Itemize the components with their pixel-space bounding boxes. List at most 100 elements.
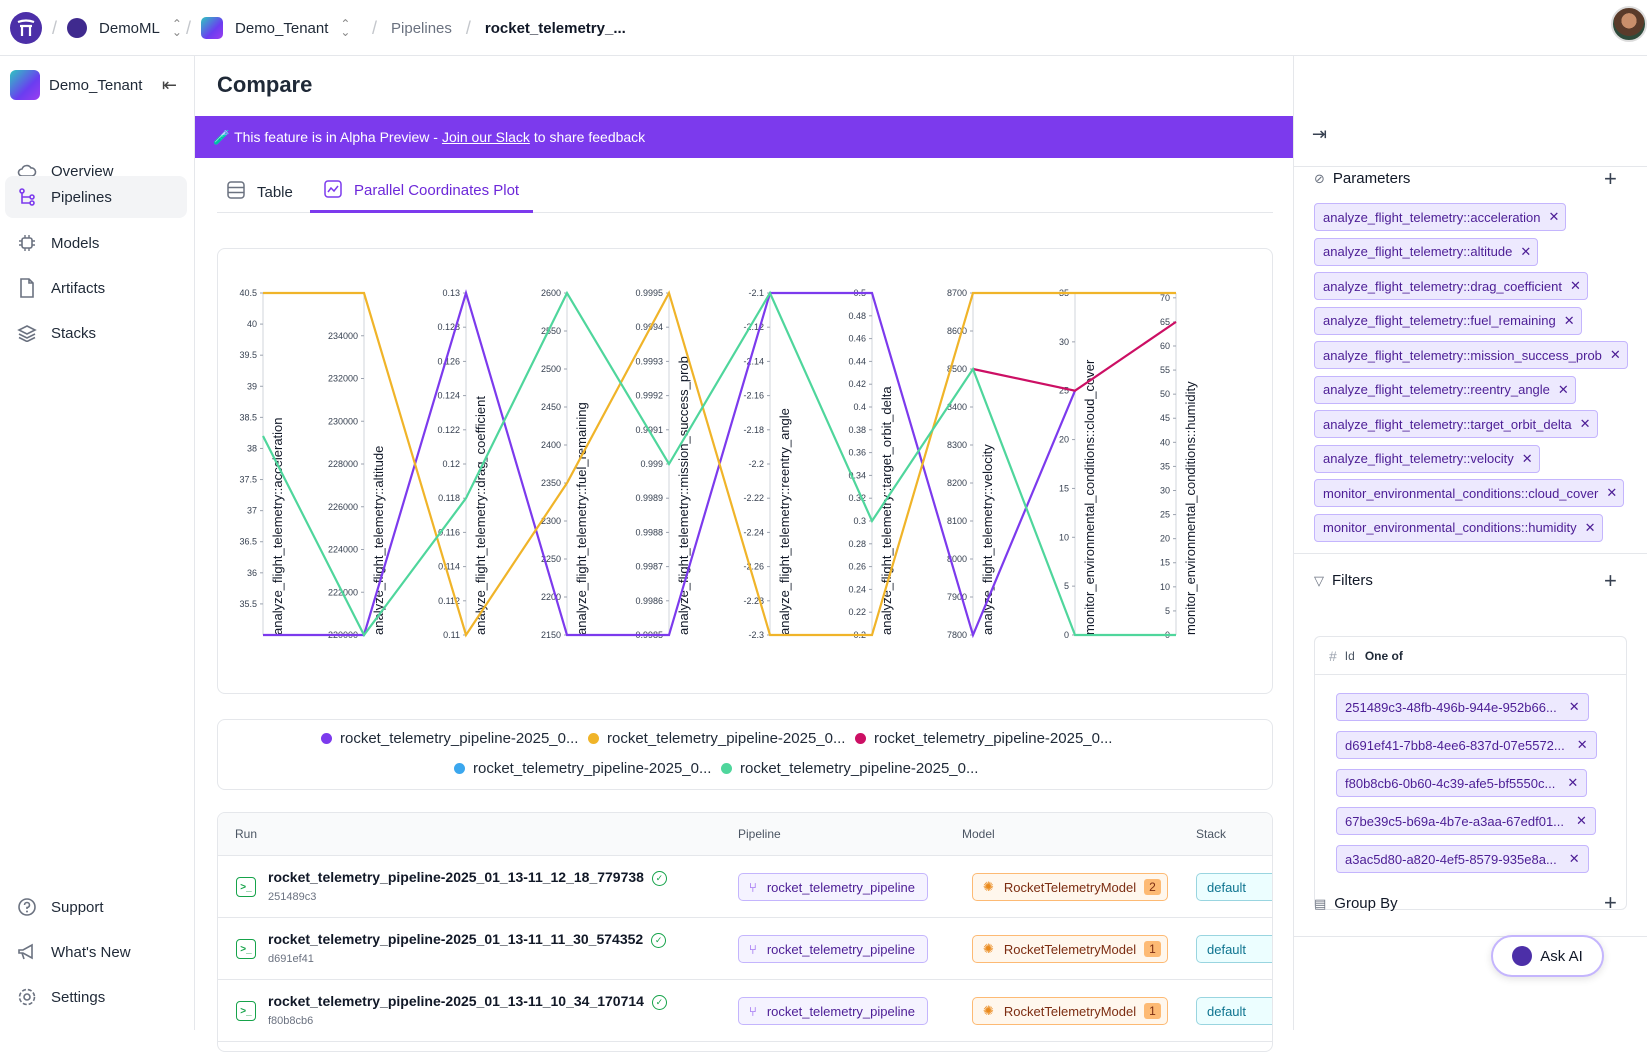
filter-value-chip[interactable]: a3ac5d80-a820-4ef5-8579-935e8a... ✕	[1336, 845, 1589, 873]
pipeline-badge[interactable]: ⑂ rocket_telemetry_pipeline	[738, 873, 928, 901]
parameter-chip[interactable]: analyze_flight_telemetry::drag_coefficie…	[1314, 272, 1588, 300]
sidebar-item-label: Overview	[51, 162, 114, 180]
axis-tick-label: 2450	[541, 402, 561, 412]
axis-tick-label: 25	[1160, 510, 1170, 520]
parameter-chip-label: analyze_flight_telemetry::altitude	[1323, 244, 1513, 259]
axis-tick-label: 8700	[947, 288, 967, 298]
table-row[interactable]: >_ rocket_telemetry_pipeline-2025_01_13-…	[218, 856, 1272, 918]
sidebar-item-settings[interactable]: Settings	[5, 976, 187, 1018]
remove-icon[interactable]: ✕	[1569, 278, 1581, 293]
remove-icon[interactable]: ✕	[1563, 312, 1575, 328]
remove-icon[interactable]: ✕	[1567, 775, 1579, 790]
filter-value-chip[interactable]: 251489c3-48fb-496b-944e-952b66... ✕	[1336, 693, 1589, 721]
filter-header[interactable]: # Id One of	[1315, 637, 1626, 675]
sidebar-item-overview[interactable]: Overview	[5, 150, 187, 192]
stack-badge[interactable]: default	[1196, 873, 1272, 901]
add-groupby-icon[interactable]: +	[1604, 890, 1617, 915]
filter-operator[interactable]: One of	[1364, 648, 1403, 663]
remove-icon[interactable]: ✕	[1568, 699, 1580, 714]
remove-icon[interactable]: ✕	[1557, 381, 1569, 397]
legend-item[interactable]: rocket_telemetry_pipeline-2025_0...	[855, 730, 1112, 747]
table-row[interactable]: >_ rocket_telemetry_pipeline-2025_01_13-…	[218, 918, 1272, 980]
sidebar-item-pipelines[interactable]: Pipelines	[5, 176, 187, 218]
add-parameter-icon[interactable]: +	[1604, 166, 1617, 191]
parameter-chip[interactable]: analyze_flight_telemetry::acceleration ✕	[1314, 203, 1567, 231]
model-badge[interactable]: ✺ RocketTelemetryModel 1	[972, 935, 1168, 963]
remove-icon[interactable]: ✕	[1521, 450, 1533, 466]
parameter-chip-label: monitor_environmental_conditions::cloud_…	[1323, 485, 1599, 501]
remove-icon[interactable]: ✕	[1606, 485, 1618, 500]
add-filter-icon[interactable]: +	[1604, 568, 1617, 593]
run-name[interactable]: rocket_telemetry_pipeline-2025_01_13-11_…	[268, 993, 644, 1009]
stack-badge[interactable]: default	[1196, 997, 1272, 1025]
legend-item[interactable]: rocket_telemetry_pipeline-2025_0...	[321, 730, 578, 747]
tenant-icon	[201, 17, 224, 39]
table-row[interactable]: >_ rocket_telemetry_pipeline-2025_01_13-…	[218, 980, 1272, 1042]
remove-icon[interactable]: ✕	[1576, 737, 1588, 752]
sidebar-item-whats-new[interactable]: What's New	[5, 931, 187, 973]
runs-table: Run Pipeline Model Stack >_ rocket_telem…	[217, 812, 1273, 1052]
column-header-model[interactable]: Model	[962, 827, 995, 841]
model-badge[interactable]: ✺ RocketTelemetryModel 2	[972, 873, 1168, 901]
parameter-chip[interactable]: analyze_flight_telemetry::target_orbit_d…	[1314, 410, 1598, 438]
remove-icon[interactable]: ✕	[1609, 347, 1621, 362]
parameter-chip[interactable]: monitor_environmental_conditions::cloud_…	[1314, 479, 1625, 507]
axis-tick-label: 36	[247, 568, 257, 578]
column-header-pipeline[interactable]: Pipeline	[738, 827, 781, 841]
app-logo-icon[interactable]	[10, 12, 42, 44]
axis-label: analyze_flight_telemetry::target_orbit_d…	[879, 386, 894, 635]
axis-tick-label: 0.44	[848, 356, 866, 366]
model-badge[interactable]: ✺ RocketTelemetryModel 1	[972, 997, 1168, 1025]
stack-badge[interactable]: default	[1196, 935, 1272, 963]
filter-value-chip[interactable]: d691ef41-7bb8-4ee6-837d-07e5572... ✕	[1336, 731, 1597, 759]
parameter-chip[interactable]: analyze_flight_telemetry::mission_succes…	[1314, 341, 1628, 369]
parameter-chip[interactable]: monitor_environmental_conditions::humidi…	[1314, 513, 1603, 542]
filter-value-chip[interactable]: 67be39c5-b69a-4b7e-a3aa-67edf01... ✕	[1336, 807, 1596, 835]
axis-tick-label: 2300	[541, 516, 561, 526]
sidebar-item-models[interactable]: Models	[5, 222, 187, 264]
ask-ai-button[interactable]: Ask AI	[1491, 935, 1604, 977]
page-title: Compare	[217, 72, 313, 97]
parameter-chip[interactable]: analyze_flight_telemetry::reentry_angle ✕	[1314, 375, 1576, 404]
app-logo-icon	[1512, 946, 1533, 966]
pipeline-badge[interactable]: ⑂ rocket_telemetry_pipeline	[738, 935, 928, 963]
chart-legend: rocket_telemetry_pipeline-2025_0... rock…	[217, 719, 1273, 790]
legend-item[interactable]: rocket_telemetry_pipeline-2025_0...	[454, 760, 711, 777]
workspace-switcher[interactable]: / DemoML ⌃ ⌄	[52, 0, 182, 56]
collapse-sidebar-icon[interactable]: ⇤	[161, 75, 177, 95]
sidebar-item-support[interactable]: Support	[5, 886, 187, 928]
remove-icon[interactable]: ✕	[1576, 813, 1587, 828]
remove-icon[interactable]: ✕	[1520, 243, 1532, 259]
sidebar-item-artifacts[interactable]: Artifacts	[5, 267, 187, 309]
sidebar-item-stacks[interactable]: Stacks	[5, 312, 187, 354]
legend-item[interactable]: rocket_telemetry_pipeline-2025_0...	[721, 760, 978, 777]
parameter-chip[interactable]: analyze_flight_telemetry::fuel_remaining…	[1314, 306, 1582, 335]
filter-value-chip[interactable]: f80b8cb6-0b60-4c39-afe5-bf5550c... ✕	[1336, 769, 1588, 797]
tab-label: Table	[257, 183, 293, 201]
series-line	[263, 289, 1077, 639]
tenant-switcher[interactable]: / Demo_Tenant ⌃ ⌄	[186, 0, 350, 56]
parameter-chip[interactable]: analyze_flight_telemetry::altitude ✕	[1314, 237, 1539, 266]
column-header-run[interactable]: Run	[235, 827, 258, 841]
remove-icon[interactable]: ✕	[1568, 851, 1580, 866]
user-avatar[interactable]	[1611, 6, 1647, 42]
collapse-panel-icon[interactable]: ⇥	[1312, 124, 1328, 144]
legend-dot	[855, 733, 866, 744]
remove-icon[interactable]: ✕	[1579, 416, 1591, 431]
axis-tick-label: 0	[1064, 630, 1069, 640]
run-name[interactable]: rocket_telemetry_pipeline-2025_01_13-11_…	[268, 869, 644, 885]
breadcrumb: / Pipelines / rocket_telemetry_...	[372, 0, 626, 56]
remove-icon[interactable]: ✕	[1584, 519, 1596, 535]
tab-table[interactable]: Table	[227, 171, 293, 213]
pipeline-badge[interactable]: ⑂ rocket_telemetry_pipeline	[738, 997, 928, 1025]
run-name[interactable]: rocket_telemetry_pipeline-2025_01_13-11_…	[268, 931, 644, 947]
tab-parallel-coordinates[interactable]: Parallel Coordinates Plot	[310, 171, 534, 213]
legend-item[interactable]: rocket_telemetry_pipeline-2025_0...	[588, 730, 845, 747]
axis-tick-label: 0.9992	[635, 391, 663, 401]
breadcrumb-pipelines[interactable]: Pipelines	[391, 19, 452, 37]
slack-link[interactable]: Join our Slack	[441, 129, 530, 145]
remove-icon[interactable]: ✕	[1548, 209, 1560, 224]
model-icon: ✺	[983, 879, 994, 894]
column-header-stack[interactable]: Stack	[1196, 827, 1227, 841]
parameter-chip[interactable]: analyze_flight_telemetry::velocity ✕	[1314, 444, 1540, 473]
